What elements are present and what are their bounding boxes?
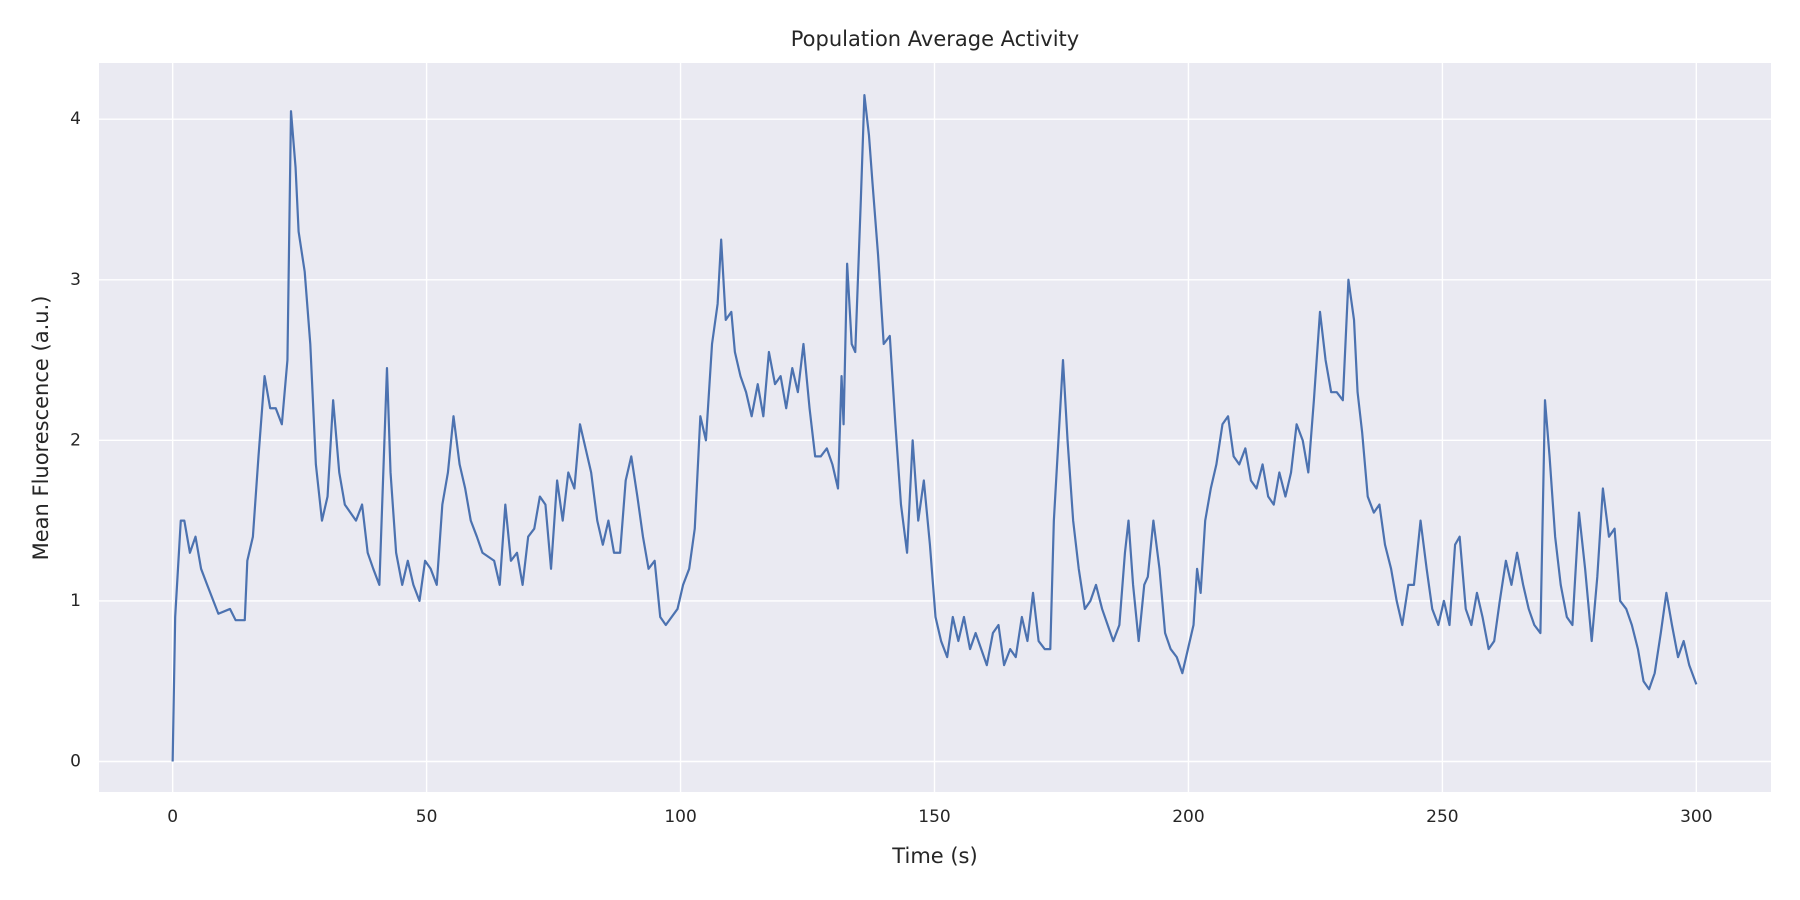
x-tick-label: 300 xyxy=(1680,807,1712,827)
y-axis-label: Mean Fluorescence (a.u.) xyxy=(29,296,53,561)
x-tick-label: 100 xyxy=(664,807,696,827)
x-tick-label: 150 xyxy=(918,807,950,827)
y-tick-label: 3 xyxy=(70,270,81,290)
x-tick-label: 250 xyxy=(1426,807,1458,827)
x-tick-label: 50 xyxy=(416,807,438,827)
y-tick-label: 1 xyxy=(70,591,81,611)
x-tick-label: 0 xyxy=(167,807,178,827)
y-tick-label: 4 xyxy=(70,109,81,129)
y-tick-label: 2 xyxy=(70,430,81,450)
x-tick-label: 200 xyxy=(1172,807,1204,827)
chart-title: Population Average Activity xyxy=(791,27,1079,51)
data-line xyxy=(171,94,1698,762)
y-tick-label: 0 xyxy=(70,751,81,771)
x-axis-label: Time (s) xyxy=(891,844,977,868)
